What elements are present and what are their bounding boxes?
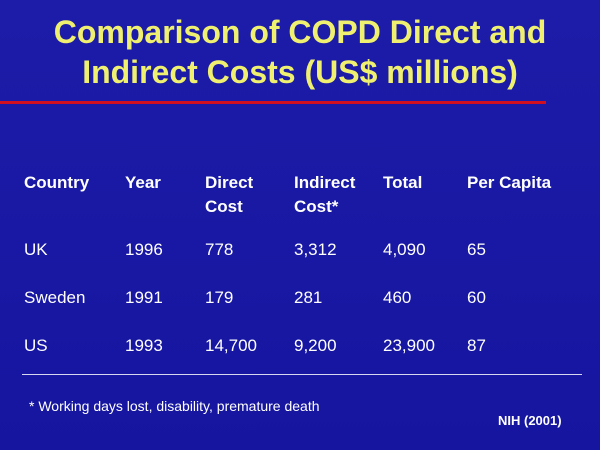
header-year: Year — [125, 173, 161, 192]
cell-sweden-direct: 179 — [205, 288, 234, 307]
cell-uk-direct: 778 — [205, 240, 234, 259]
cell-sweden-indirect: 281 — [294, 288, 323, 307]
cell-us-indirect: 9,200 — [294, 336, 337, 355]
cell-uk-total: 4,090 — [383, 240, 426, 259]
cell-sweden-per-capita: 60 — [467, 288, 486, 307]
header-total: Total — [383, 173, 423, 192]
cell-us-per-capita: 87 — [467, 336, 486, 355]
cell-uk-year: 1996 — [125, 240, 163, 259]
table-bottom-rule — [22, 374, 582, 375]
cell-sweden-total: 460 — [383, 288, 412, 307]
title-line-2: Indirect Costs (US$ millions) — [82, 54, 518, 90]
header-indirect: Indirect — [294, 173, 356, 192]
title-divider — [0, 101, 546, 104]
header-direct: Direct — [205, 173, 254, 192]
source-citation: NIH (2001) — [498, 413, 562, 428]
header-country: Country — [24, 173, 90, 192]
cell-us-total: 23,900 — [383, 336, 435, 355]
cell-uk-per-capita: 65 — [467, 240, 486, 259]
header-indirect-line2: Cost* — [294, 197, 339, 216]
cell-uk-country: UK — [24, 240, 48, 259]
title-line-1: Comparison of COPD Direct and — [53, 14, 547, 50]
header-per-capita: Per Capita — [467, 173, 552, 192]
cell-us-year: 1993 — [125, 336, 163, 355]
cell-us-country: US — [24, 336, 48, 355]
cell-us-direct: 14,700 — [205, 336, 257, 355]
cell-uk-indirect: 3,312 — [294, 240, 337, 259]
cell-sweden-year: 1991 — [125, 288, 163, 307]
cell-sweden-country: Sweden — [24, 288, 86, 307]
slide-title: Comparison of COPD Direct and Indirect C… — [0, 12, 600, 92]
header-direct-line2: Cost — [205, 197, 243, 216]
footnote: * Working days lost, disability, prematu… — [29, 398, 320, 414]
